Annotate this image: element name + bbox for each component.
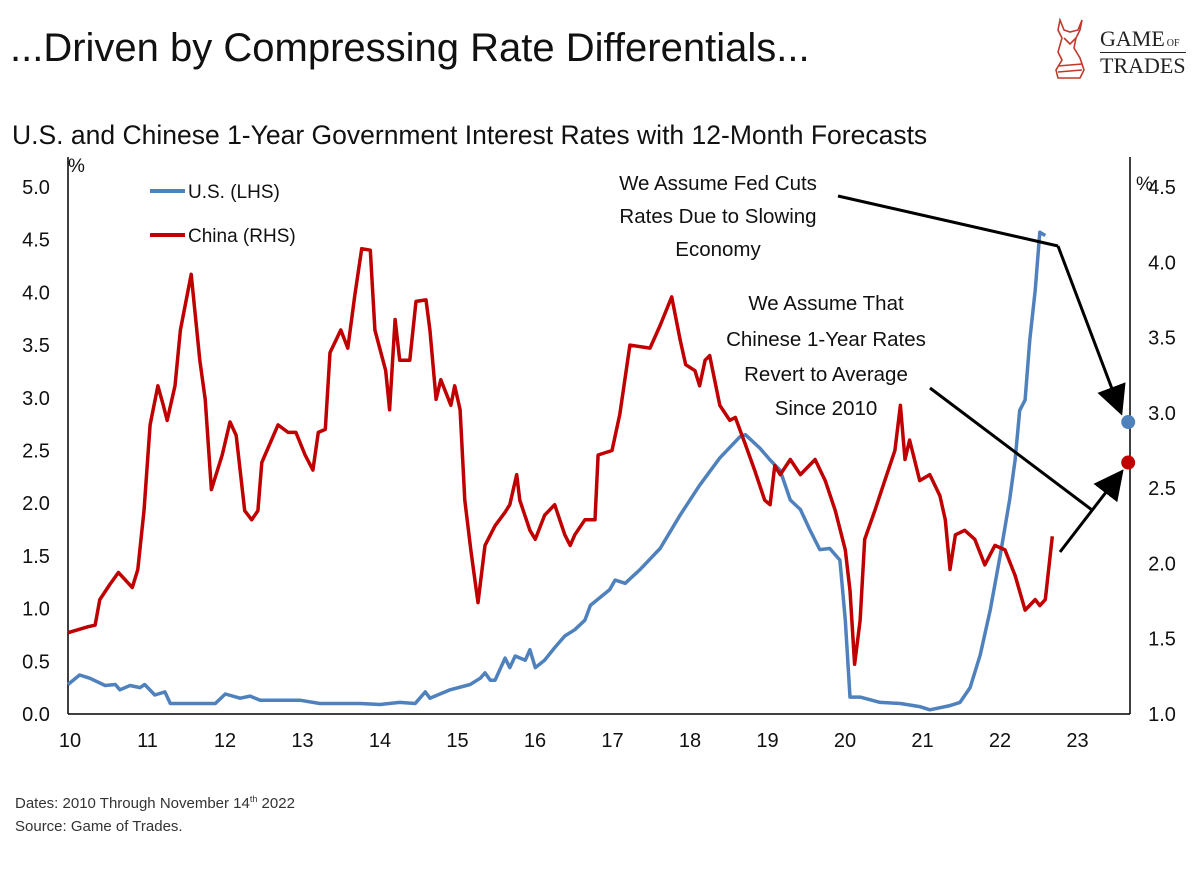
footer-source: Source: Game of Trades.: [15, 818, 183, 835]
y-left-tick-label: 3.0: [22, 388, 50, 410]
x-tick-label: 22: [989, 730, 1011, 752]
annotation-fed-line3: Economy: [675, 238, 761, 261]
x-tick-label: 17: [601, 730, 623, 752]
us-forecast-point: [1121, 415, 1136, 430]
x-tick-label: 18: [679, 730, 701, 752]
x-tick-label: 12: [214, 730, 236, 752]
y-right-tick-label: 1.0: [1148, 704, 1176, 726]
annotation-china-line1: We Assume That: [748, 292, 904, 315]
legend-china-label: China (RHS): [188, 226, 296, 247]
logo-text-of: OF: [1166, 38, 1180, 49]
y-left-tick-label: 1.0: [22, 599, 50, 621]
footer-dates: Dates: 2010 Through November 14th 2022: [15, 794, 295, 812]
annotation-fed-line2: Rates Due to Slowing: [619, 205, 816, 228]
annotation-china-arrow: [1058, 469, 1124, 553]
annotation-china-line3: Revert to Average: [744, 363, 908, 386]
x-tick-label: 14: [369, 730, 391, 752]
y-left-tick-label: 1.5: [22, 546, 50, 568]
x-tick-label: 10: [59, 730, 81, 752]
chart-title: U.S. and Chinese 1-Year Government Inter…: [12, 120, 928, 150]
right-axis-unit: %: [1136, 174, 1153, 195]
logo-text-game: GAME: [1100, 26, 1165, 51]
china-rate-line: [67, 246, 1055, 667]
x-tick-label: 20: [834, 730, 856, 752]
y-right-tick-label: 2.5: [1148, 478, 1176, 500]
left-axis-unit: %: [68, 156, 85, 177]
x-tick-label: 23: [1066, 730, 1088, 752]
logo-text-trades: TRADES: [1100, 52, 1186, 78]
china-forecast-point: [1121, 455, 1136, 470]
x-tick-label: 19: [756, 730, 778, 752]
footer-dates-sup: th: [249, 794, 258, 804]
y-right-tick-label: 4.0: [1148, 252, 1176, 274]
us-rate-line: [66, 230, 1047, 712]
y-left-tick-label: 2.5: [22, 441, 50, 463]
legend-us-label: U.S. (LHS): [188, 182, 280, 203]
y-right-tick-label: 3.5: [1148, 328, 1176, 350]
y-left-tick-label: 2.0: [22, 493, 50, 515]
y-right-tick-label: 1.5: [1148, 629, 1176, 651]
x-tick-label: 15: [446, 730, 468, 752]
knight-bull-icon: [1055, 17, 1085, 79]
y-right-tick-label: 2.0: [1148, 553, 1176, 575]
y-left-tick-label: 4.0: [22, 282, 50, 304]
footer-dates-text: Dates: 2010 Through November 14: [15, 795, 250, 812]
y-left-tick-label: 5.0: [22, 177, 50, 199]
annotation-fed-line1: We Assume Fed Cuts: [619, 172, 817, 195]
annotation-china-leader: [929, 386, 1093, 512]
y-left-tick-label: 4.5: [22, 230, 50, 252]
y-left-tick-label: 0.0: [22, 704, 50, 726]
x-tick-label: 11: [137, 730, 158, 752]
y-left-tick-label: 0.5: [22, 651, 50, 673]
y-right-tick-label: 3.0: [1148, 403, 1176, 425]
annotation-fed-leader: [837, 194, 1059, 248]
x-tick-label: 13: [291, 730, 313, 752]
x-tick-label: 21: [911, 730, 933, 752]
x-tick-label: 16: [524, 730, 546, 752]
annotation-china-line2: Chinese 1-Year Rates: [726, 328, 926, 351]
footer-dates-year: 2022: [257, 795, 295, 812]
game-of-trades-logo: GAME OF TRADES: [1050, 8, 1200, 88]
annotation-fed-arrow: [1056, 245, 1126, 416]
y-left-tick-label: 3.5: [22, 335, 50, 357]
page-title: ...Driven by Compressing Rate Differenti…: [10, 26, 810, 70]
y-right-tick-label: 4.5: [1148, 177, 1176, 199]
annotation-china-line4: Since 2010: [775, 397, 878, 420]
